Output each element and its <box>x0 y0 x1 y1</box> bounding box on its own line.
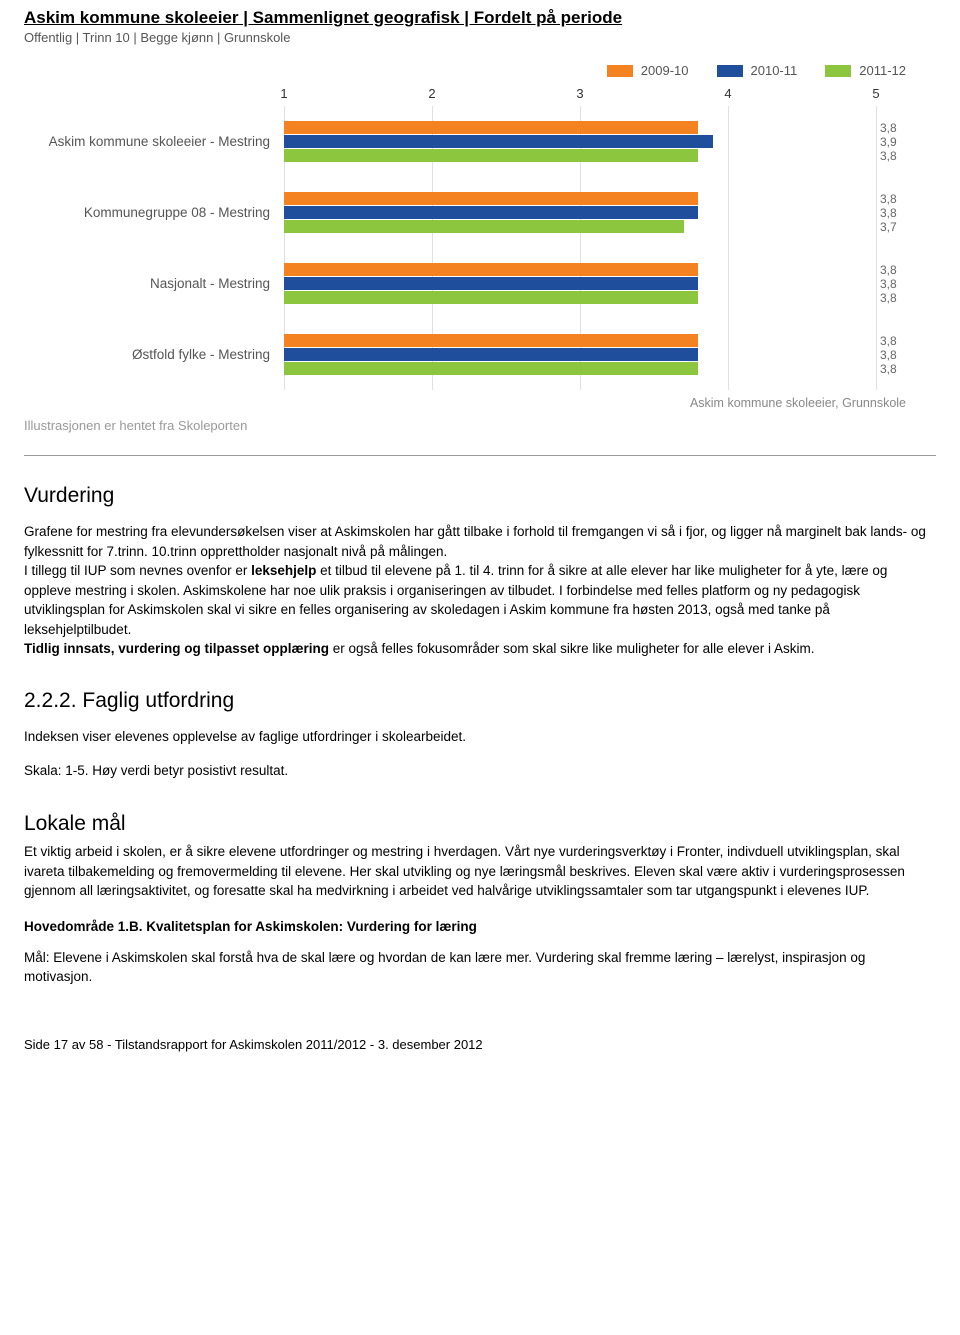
lokale-para1: Et viktig arbeid i skolen, er å sikre el… <box>24 842 936 901</box>
category-label: Østfold fylke - Mestring <box>34 333 284 376</box>
bar-value-label: 3,9 <box>880 135 897 149</box>
legend-item: 2011-12 <box>825 63 906 78</box>
bar-value-label: 3,8 <box>880 149 897 163</box>
bar <box>284 348 698 361</box>
bar-row: 3,8 <box>284 348 876 361</box>
legend-label: 2011-12 <box>859 63 906 78</box>
faglig-line1: Indeksen viser elevenes opplevelse av fa… <box>24 727 936 747</box>
bar-value-label: 3,8 <box>880 362 897 376</box>
vurdering-para1a: Grafene for mestring fra elevundersøkels… <box>24 524 926 559</box>
lokale-heading: Lokale mål <box>24 812 936 836</box>
bar <box>284 277 698 290</box>
chart-legend: 2009-10 2010-11 2011-12 <box>24 63 906 78</box>
bar-row: 3,8 <box>284 362 876 375</box>
legend-swatch <box>717 65 743 77</box>
page-title: Askim kommune skoleeier | Sammenlignet g… <box>24 8 936 28</box>
legend-label: 2009-10 <box>641 63 689 78</box>
bar <box>284 263 698 276</box>
bar <box>284 192 698 205</box>
legend-item: 2009-10 <box>607 63 689 78</box>
faglig-heading: 2.2.2. Faglig utfordring <box>24 689 936 713</box>
illustration-note: Illustrasjonen er hentet fra Skoleporten <box>24 418 936 433</box>
bar <box>284 291 698 304</box>
bar <box>284 149 698 162</box>
page-footer: Side 17 av 58 - Tilstandsrapport for Ask… <box>24 1037 936 1052</box>
bar <box>284 334 698 347</box>
chart-category: Østfold fylke - Mestring3,83,83,8 <box>34 319 936 390</box>
bar <box>284 135 713 148</box>
bar-row: 3,8 <box>284 291 876 304</box>
divider <box>24 455 936 456</box>
bar-row: 3,7 <box>284 220 876 233</box>
vurdering-para1b: I tillegg til IUP som nevnes ovenfor er <box>24 563 251 578</box>
legend-swatch <box>607 65 633 77</box>
bar-value-label: 3,7 <box>880 220 897 234</box>
vurdering-para1: Grafene for mestring fra elevundersøkels… <box>24 522 936 659</box>
bar-row: 3,8 <box>284 277 876 290</box>
vurdering-leksehjelp: leksehjelp <box>251 563 316 578</box>
bar-row: 3,8 <box>284 121 876 134</box>
bar-row: 3,8 <box>284 206 876 219</box>
page-subtitle: Offentlig | Trinn 10 | Begge kjønn | Gru… <box>24 30 936 45</box>
bar-row: 3,8 <box>284 334 876 347</box>
lokale-para2: Mål: Elevene i Askimskolen skal forstå h… <box>24 948 936 987</box>
chart-category: Nasjonalt - Mestring3,83,83,8 <box>34 248 936 319</box>
chart-source-label: Askim kommune skoleeier, Grunnskole <box>24 396 906 410</box>
lokale-sub-heading: Hovedområde 1.B. Kvalitetsplan for Askim… <box>24 919 936 934</box>
chart-x-axis: 12345 <box>284 86 876 106</box>
x-tick: 2 <box>428 86 435 101</box>
x-tick: 5 <box>872 86 879 101</box>
bar-value-label: 3,8 <box>880 277 897 291</box>
bar-value-label: 3,8 <box>880 291 897 305</box>
faglig-line2: Skala: 1-5. Høy verdi betyr posistivt re… <box>24 761 936 781</box>
category-label: Nasjonalt - Mestring <box>34 262 284 305</box>
legend-item: 2010-11 <box>717 63 798 78</box>
x-tick: 3 <box>576 86 583 101</box>
bar-value-label: 3,8 <box>880 121 897 135</box>
x-tick: 1 <box>280 86 287 101</box>
x-tick: 4 <box>724 86 731 101</box>
vurdering-para2-rest: er også felles fokusområder som skal sik… <box>329 641 814 656</box>
bar-row: 3,8 <box>284 263 876 276</box>
bar-value-label: 3,8 <box>880 334 897 348</box>
vurdering-para2-bold: Tidlig innsats, vurdering og tilpasset o… <box>24 641 329 656</box>
bar-value-label: 3,8 <box>880 263 897 277</box>
bar-row: 3,8 <box>284 192 876 205</box>
vurdering-heading: Vurdering <box>24 484 936 508</box>
mestring-chart: 1 2 3 4 5 Askim kommune skoleeier - Mestring… <box>34 86 936 390</box>
chart-category: Askim kommune skoleeier - Mestring3,83,9… <box>34 106 936 177</box>
bar-row: 3,9 <box>284 135 876 148</box>
bar <box>284 220 684 233</box>
bar-row: 3,8 <box>284 149 876 162</box>
bar <box>284 206 698 219</box>
legend-label: 2010-11 <box>751 63 798 78</box>
category-label: Kommunegruppe 08 - Mestring <box>34 191 284 234</box>
bar-value-label: 3,8 <box>880 206 897 220</box>
category-label: Askim kommune skoleeier - Mestring <box>34 120 284 163</box>
chart-category: Kommunegruppe 08 - Mestring3,83,83,7 <box>34 177 936 248</box>
bar-value-label: 3,8 <box>880 192 897 206</box>
bar <box>284 121 698 134</box>
legend-swatch <box>825 65 851 77</box>
bar-value-label: 3,8 <box>880 348 897 362</box>
bar <box>284 362 698 375</box>
